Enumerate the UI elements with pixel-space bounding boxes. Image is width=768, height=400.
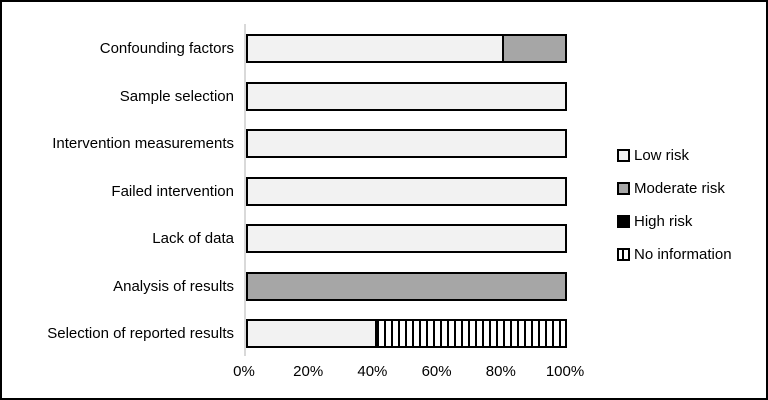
- bar-segment-low-risk: [248, 36, 502, 61]
- legend-marker-high-risk: [617, 215, 630, 228]
- legend-item-high-risk: High risk: [617, 205, 732, 238]
- bar-track-selection-of-reported-results: [246, 319, 567, 348]
- category-label: Intervention measurements: [52, 135, 234, 152]
- legend-item-no-information: No information: [617, 238, 732, 271]
- category-label: Confounding factors: [99, 40, 234, 57]
- legend-label: Low risk: [634, 147, 690, 164]
- bar-segment-moderate-risk: [248, 274, 565, 299]
- bar-segment-low-risk: [248, 179, 565, 204]
- bar-segment-no-information: [374, 321, 565, 346]
- x-axis-tick-label: 20%: [293, 363, 324, 380]
- legend-label: Moderate risk: [634, 180, 725, 197]
- bar-segment-moderate-risk: [501, 36, 565, 61]
- legend-marker-no-information: [617, 248, 630, 261]
- legend-item-low-risk: Low risk: [617, 139, 732, 172]
- legend: Low risk Moderate risk High risk No informa…: [617, 139, 732, 271]
- category-label: Selection of reported results: [47, 325, 234, 342]
- x-axis-tick-label: 40%: [357, 363, 388, 380]
- legend-label: No information: [634, 246, 732, 263]
- category-label: Sample selection: [119, 88, 234, 105]
- bar-track-intervention-measurements: [246, 129, 567, 158]
- bar-track-confounding-factors: [246, 34, 567, 63]
- bar-track-analysis-of-results: [246, 272, 567, 301]
- x-axis-tick-label: 0%: [233, 363, 255, 380]
- legend-marker-moderate-risk: [617, 182, 630, 195]
- bar-track-failed-intervention: [246, 177, 567, 206]
- bar-track-sample-selection: [246, 82, 567, 111]
- bar-segment-low-risk: [248, 131, 565, 156]
- category-label: Analysis of results: [113, 278, 234, 295]
- bar-track-lack-of-data: [246, 224, 567, 253]
- y-axis-line: [244, 24, 246, 356]
- x-axis-tick-label: 60%: [421, 363, 452, 380]
- bar-segment-low-risk: [248, 226, 565, 251]
- category-label: Failed intervention: [111, 183, 234, 200]
- category-label: Lack of data: [152, 230, 234, 247]
- legend-item-moderate-risk: Moderate risk: [617, 172, 732, 205]
- bar-segment-low-risk: [248, 84, 565, 109]
- bar-segment-low-risk: [248, 321, 375, 346]
- legend-marker-low-risk: [617, 149, 630, 162]
- x-axis-tick-label: 80%: [485, 363, 516, 380]
- x-axis-tick-label: 100%: [545, 363, 585, 380]
- legend-label: High risk: [634, 213, 693, 230]
